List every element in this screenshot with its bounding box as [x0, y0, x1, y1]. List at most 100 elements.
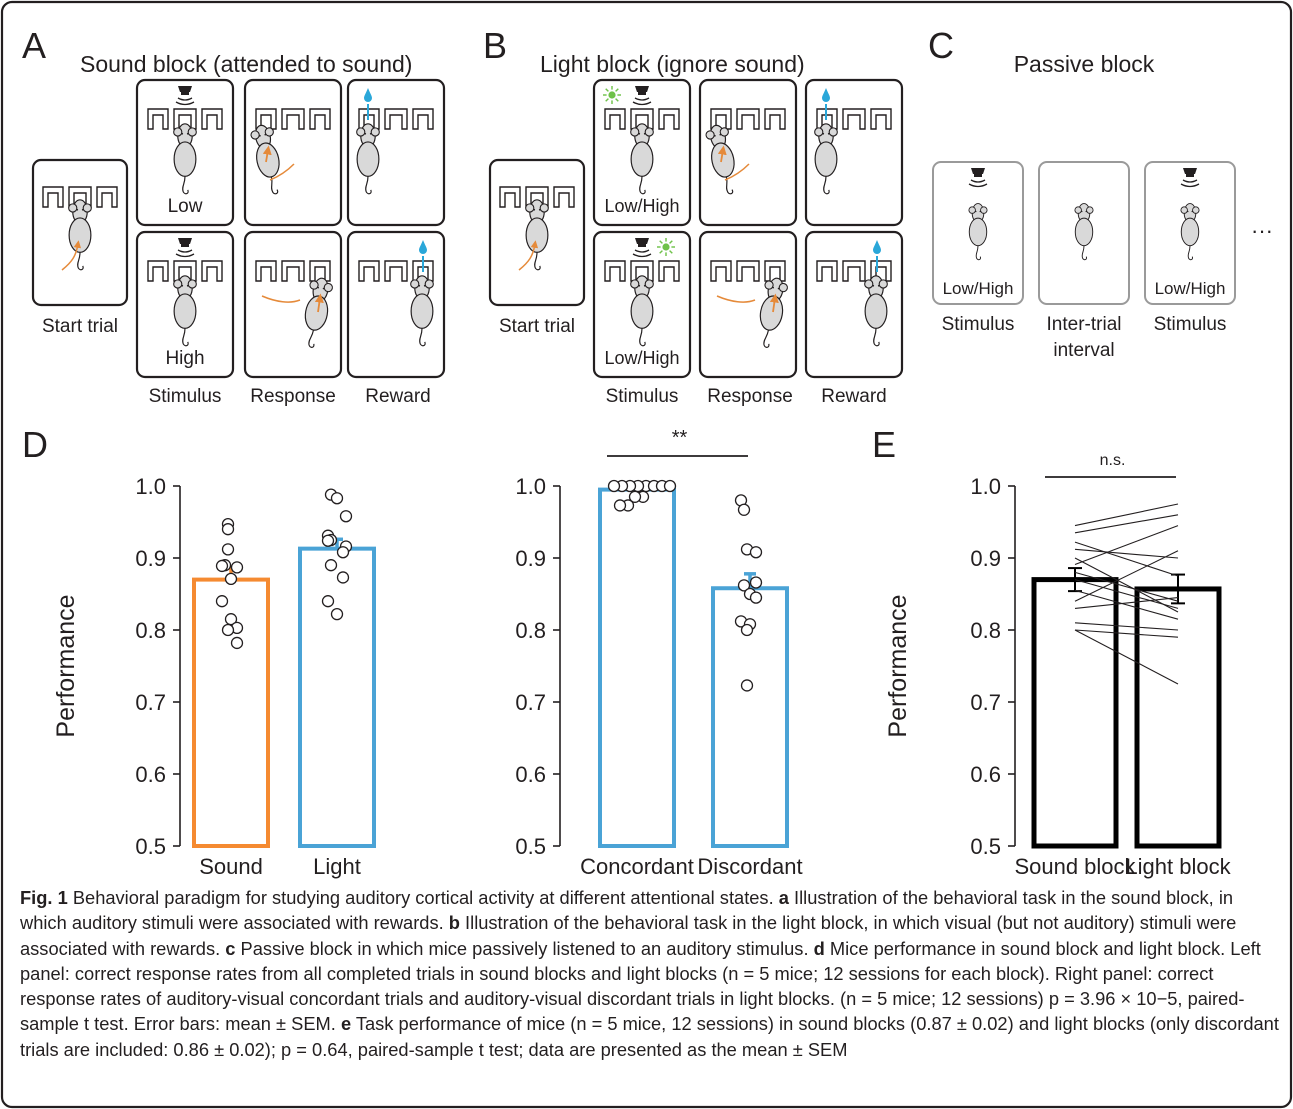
- data-point: [321, 534, 335, 547]
- category-label: Discordant: [697, 854, 802, 879]
- b-start-trial-label: Start trial: [499, 316, 575, 337]
- b-response-right-box: [698, 230, 798, 379]
- caption-fig-label: Fig. 1: [20, 887, 68, 908]
- caption-line-12: the mean ± SEM: [711, 1038, 848, 1060]
- y-tick-label: 0.6: [970, 762, 1001, 787]
- caption-letter-e: e: [340, 1013, 352, 1035]
- data-point: [663, 479, 677, 493]
- paired-line: [1074, 589, 1179, 620]
- paired-line: [1074, 622, 1179, 631]
- data-point: [737, 503, 751, 516]
- data-point: [613, 499, 627, 512]
- bar-concordant: [598, 487, 676, 848]
- panel-b-response-label: Response: [707, 386, 793, 407]
- category-label: Concordant: [580, 854, 694, 879]
- response-left-box: [243, 78, 343, 227]
- passive-label-2b: interval: [1053, 340, 1114, 361]
- panel-a-reward-label: Reward: [365, 386, 430, 407]
- y-tick-label: 0.8: [970, 618, 1001, 643]
- b-reward-right-box: [804, 230, 904, 379]
- data-point: [330, 608, 344, 621]
- passive-box3-text: Low/High: [1155, 279, 1226, 298]
- panel-c: C Passive block Low/High Low/High ··· St…: [928, 25, 1273, 361]
- caption-line-3: Illustration of the behavioral task in t…: [465, 912, 1059, 934]
- paired-line: [1074, 579, 1179, 609]
- passive-label-3: Stimulus: [1154, 314, 1227, 335]
- passive-label-2a: Inter-trial: [1047, 314, 1122, 335]
- caption-line-1: Illustration of the behavioral task in t…: [794, 887, 1161, 908]
- panel-b: B Light block (ignore sound) Start trial…: [483, 25, 904, 407]
- panel-b-letter: B: [483, 25, 507, 66]
- data-point: [336, 571, 350, 584]
- panel-a-title: Sound block (attended to sound): [80, 51, 412, 77]
- bar-light: [298, 546, 376, 848]
- data-point: [330, 492, 344, 505]
- paired-line: [1074, 597, 1179, 609]
- y-tick-label: 0.5: [135, 834, 166, 859]
- data-point: [215, 559, 229, 573]
- b-response-left-box: [698, 78, 798, 227]
- data-point: [230, 561, 244, 574]
- b-stimulus-top-label: Low/High: [604, 196, 679, 216]
- paired-line: [1074, 571, 1179, 602]
- y-tick-label: 1.0: [515, 474, 546, 499]
- data-point: [339, 510, 353, 523]
- y-axis-label: Performance: [52, 594, 80, 737]
- panel-e-letter: E: [872, 424, 896, 465]
- response-right-box: [243, 230, 343, 379]
- significance-label: **: [672, 427, 688, 449]
- data-point: [740, 623, 754, 637]
- passive-label-1: Stimulus: [942, 314, 1015, 335]
- y-tick-label: 0.5: [970, 834, 1001, 859]
- caption-line-8: for each block). Right panel: correct re…: [20, 962, 1214, 1010]
- panel-b-reward-label: Reward: [821, 386, 886, 407]
- panel-b-stimulus-label: Stimulus: [606, 386, 679, 407]
- category-label: Sound: [199, 854, 263, 879]
- category-label: Sound block: [1014, 854, 1136, 879]
- data-point: [749, 591, 763, 604]
- paired-line: [1074, 629, 1179, 638]
- panel-c-letter: C: [928, 25, 954, 66]
- data-point: [737, 579, 751, 592]
- category-label: Light: [313, 854, 361, 879]
- y-axis-label: Performance: [884, 594, 912, 737]
- y-tick-label: 0.9: [135, 546, 166, 571]
- paired-line: [1074, 541, 1179, 577]
- caption-line-2: block, in which auditory stimuli were as…: [20, 887, 1234, 934]
- b-stimulus-bottom-label: Low/High: [604, 348, 679, 368]
- caption-line-7: sound block and light block. Left panel:…: [20, 937, 1261, 984]
- paired-line: [1074, 525, 1179, 565]
- data-point: [221, 523, 235, 536]
- caption-letter-c: c: [225, 937, 236, 959]
- category-label: Light block: [1125, 854, 1231, 879]
- panel-b-title: Light block (ignore sound): [540, 51, 805, 77]
- y-tick-label: 0.9: [970, 546, 1001, 571]
- b-reward-left-box: [804, 78, 904, 227]
- passive-box1-text: Low/High: [943, 279, 1014, 298]
- paired-line: [1074, 629, 1179, 685]
- start-trial-label: Start trial: [42, 316, 118, 337]
- chart-d-left: 0.5 0.6 0.7 0.8 0.9 1.0 Performance Sound Light: [52, 474, 376, 879]
- data-point: [740, 679, 754, 692]
- y-tick-label: 1.0: [135, 474, 166, 499]
- paired-line: [1074, 503, 1179, 527]
- panel-a-response-label: Response: [250, 386, 336, 407]
- caption-title: Behavioral paradigm for studying auditor…: [72, 887, 774, 908]
- paired-line: [1074, 557, 1179, 613]
- y-tick-label: 0.7: [515, 690, 546, 715]
- y-tick-label: 0.9: [515, 546, 546, 571]
- panel-a: A Sound block (attended to sound) Start …: [22, 25, 446, 407]
- chart-d-right: 0.5 0.6 0.7 0.8 0.9 1.0 Concordant Discordant **: [515, 427, 802, 879]
- data-point: [336, 546, 350, 559]
- data-point: [628, 490, 642, 503]
- passive-ellipsis: ···: [1251, 218, 1273, 243]
- caption-line-4: auditory) stimuli were associated with r…: [20, 912, 1237, 959]
- data-point: [221, 623, 235, 637]
- caption-letter-d: d: [813, 937, 825, 959]
- data-point: [221, 543, 235, 556]
- y-tick-label: 0.8: [515, 618, 546, 643]
- caption-line-5: Passive block in which mice passively li…: [240, 937, 809, 959]
- significance-label: n.s.: [1100, 452, 1126, 469]
